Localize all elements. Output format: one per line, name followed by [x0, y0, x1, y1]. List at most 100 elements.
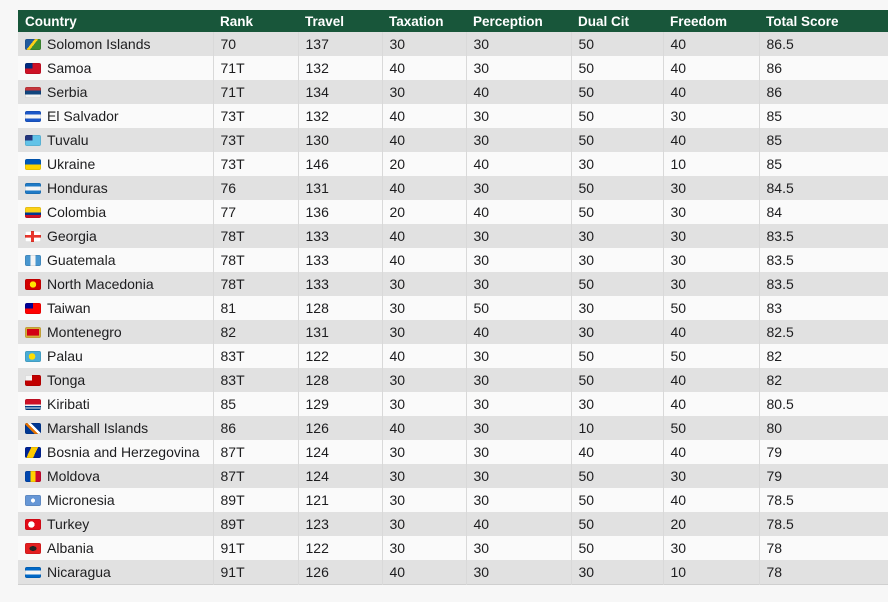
country-name: Turkey	[47, 516, 90, 532]
table-row: Serbia 71T 134 30 40 50 40 86	[18, 80, 888, 104]
passport-index-table: Country Rank Travel Taxation Perception …	[18, 10, 888, 585]
travel-cell: 130	[297, 128, 382, 152]
country-name: Serbia	[47, 84, 88, 100]
total-score-cell: 83.5	[758, 248, 888, 272]
perception-cell: 30	[465, 536, 571, 560]
rank-cell: 71T	[212, 56, 298, 80]
rank-cell: 82	[212, 320, 298, 344]
rank-cell: 78T	[212, 224, 298, 248]
freedom-cell: 20	[662, 512, 759, 536]
dual-cit-cell: 50	[570, 80, 663, 104]
dual-cit-cell: 50	[570, 536, 663, 560]
perception-cell: 30	[465, 416, 571, 440]
rank-cell: 83T	[212, 368, 298, 392]
country-name: Honduras	[47, 180, 108, 196]
flag-tuvalu-icon	[25, 135, 41, 146]
taxation-cell: 30	[381, 488, 466, 512]
rank-cell: 81	[212, 296, 298, 320]
col-header-taxation: Taxation	[382, 10, 466, 32]
total-score-cell: 80	[758, 416, 888, 440]
perception-cell: 40	[465, 80, 571, 104]
col-header-dual-cit: Dual Cit	[571, 10, 663, 32]
freedom-cell: 40	[662, 320, 759, 344]
table-row: Moldova 87T 124 30 30 50 30 79	[18, 464, 888, 488]
total-score-cell: 86	[758, 56, 888, 80]
travel-cell: 128	[297, 296, 382, 320]
perception-cell: 40	[465, 512, 571, 536]
country-cell: Marshall Islands	[18, 416, 213, 440]
total-score-cell: 84.5	[758, 176, 888, 200]
freedom-cell: 50	[662, 296, 759, 320]
table-row: Micronesia 89T 121 30 30 50 40 78.5	[18, 488, 888, 512]
freedom-cell: 40	[662, 440, 759, 464]
country-name: Montenegro	[47, 324, 122, 340]
table-row: Ukraine 73T 146 20 40 30 10 85	[18, 152, 888, 176]
table-body: Solomon Islands 70 137 30 30 50 40 86.5 Samoa 71T…	[18, 32, 888, 585]
perception-cell: 30	[465, 344, 571, 368]
dual-cit-cell: 50	[570, 488, 663, 512]
freedom-cell: 40	[662, 128, 759, 152]
flag-ukraine-icon	[25, 159, 41, 170]
perception-cell: 40	[465, 152, 571, 176]
freedom-cell: 30	[662, 200, 759, 224]
ranking-table-container: Country Rank Travel Taxation Perception …	[18, 10, 888, 585]
total-score-cell: 79	[758, 440, 888, 464]
flag-montenegro-icon	[25, 327, 41, 338]
dual-cit-cell: 30	[570, 320, 663, 344]
country-cell: Micronesia	[18, 488, 213, 512]
rank-cell: 73T	[212, 152, 298, 176]
freedom-cell: 40	[662, 392, 759, 416]
country-cell: Montenegro	[18, 320, 213, 344]
perception-cell: 40	[465, 320, 571, 344]
total-score-cell: 80.5	[758, 392, 888, 416]
taxation-cell: 40	[381, 224, 466, 248]
taxation-cell: 30	[381, 272, 466, 296]
perception-cell: 30	[465, 272, 571, 296]
travel-cell: 132	[297, 56, 382, 80]
country-cell: Solomon Islands	[18, 32, 213, 56]
travel-cell: 122	[297, 536, 382, 560]
country-cell: Colombia	[18, 200, 213, 224]
taxation-cell: 30	[381, 440, 466, 464]
country-cell: Ukraine	[18, 152, 213, 176]
perception-cell: 30	[465, 104, 571, 128]
rank-cell: 87T	[212, 464, 298, 488]
perception-cell: 30	[465, 56, 571, 80]
dual-cit-cell: 50	[570, 200, 663, 224]
perception-cell: 40	[465, 200, 571, 224]
flag-honduras-icon	[25, 183, 41, 194]
flag-guatemala-icon	[25, 255, 41, 266]
flag-north-macedonia-icon	[25, 279, 41, 290]
travel-cell: 132	[297, 104, 382, 128]
country-name: Georgia	[47, 228, 97, 244]
freedom-cell: 40	[662, 368, 759, 392]
flag-colombia-icon	[25, 207, 41, 218]
table-header-row: Country Rank Travel Taxation Perception …	[18, 10, 888, 32]
travel-cell: 124	[297, 440, 382, 464]
country-name: Solomon Islands	[47, 36, 151, 52]
freedom-cell: 30	[662, 272, 759, 296]
col-header-travel: Travel	[298, 10, 382, 32]
country-name: Moldova	[47, 468, 100, 484]
taxation-cell: 40	[381, 176, 466, 200]
country-name: Micronesia	[47, 492, 115, 508]
country-name: Marshall Islands	[47, 420, 149, 436]
total-score-cell: 85	[758, 104, 888, 128]
perception-cell: 50	[465, 296, 571, 320]
col-header-freedom: Freedom	[663, 10, 759, 32]
rank-cell: 91T	[212, 560, 298, 585]
total-score-cell: 83.5	[758, 272, 888, 296]
travel-cell: 124	[297, 464, 382, 488]
perception-cell: 30	[465, 32, 571, 56]
freedom-cell: 10	[662, 152, 759, 176]
travel-cell: 134	[297, 80, 382, 104]
dual-cit-cell: 50	[570, 368, 663, 392]
rank-cell: 70	[212, 32, 298, 56]
rank-cell: 91T	[212, 536, 298, 560]
country-name: Samoa	[47, 60, 92, 76]
dual-cit-cell: 50	[570, 176, 663, 200]
table-row: El Salvador 73T 132 40 30 50 30 85	[18, 104, 888, 128]
country-cell: Albania	[18, 536, 213, 560]
taxation-cell: 40	[381, 104, 466, 128]
country-cell: Georgia	[18, 224, 213, 248]
